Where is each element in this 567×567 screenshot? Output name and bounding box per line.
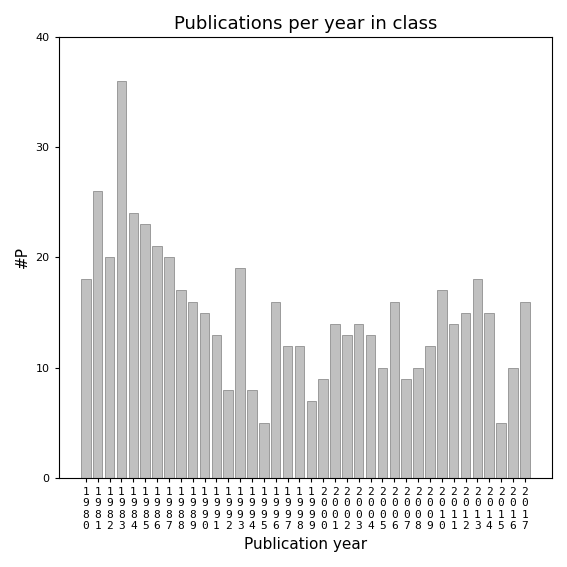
Bar	[437, 290, 447, 477]
Bar	[271, 302, 281, 477]
Bar	[425, 345, 435, 477]
Bar	[117, 81, 126, 477]
Bar	[390, 302, 399, 477]
Bar	[330, 324, 340, 477]
Bar	[520, 302, 530, 477]
Bar	[307, 400, 316, 477]
Bar	[141, 225, 150, 477]
Bar	[188, 302, 197, 477]
Bar	[319, 379, 328, 477]
Bar	[461, 312, 470, 477]
Bar	[508, 367, 518, 477]
Bar	[93, 192, 103, 477]
Bar	[484, 312, 494, 477]
Bar	[342, 335, 352, 477]
Title: Publications per year in class: Publications per year in class	[174, 15, 437, 33]
Bar	[211, 335, 221, 477]
Bar	[105, 257, 115, 477]
Bar	[473, 280, 482, 477]
Bar	[164, 257, 174, 477]
Bar	[295, 345, 304, 477]
X-axis label: Publication year: Publication year	[244, 537, 367, 552]
Bar	[354, 324, 363, 477]
Bar	[235, 269, 245, 477]
Y-axis label: #P: #P	[15, 247, 30, 269]
Bar	[153, 247, 162, 477]
Bar	[129, 213, 138, 477]
Bar	[247, 390, 257, 477]
Bar	[283, 345, 293, 477]
Bar	[413, 367, 423, 477]
Bar	[223, 390, 233, 477]
Bar	[259, 422, 269, 477]
Bar	[496, 422, 506, 477]
Bar	[449, 324, 458, 477]
Bar	[401, 379, 411, 477]
Bar	[200, 312, 209, 477]
Bar	[81, 280, 91, 477]
Bar	[366, 335, 375, 477]
Bar	[176, 290, 185, 477]
Bar	[378, 367, 387, 477]
